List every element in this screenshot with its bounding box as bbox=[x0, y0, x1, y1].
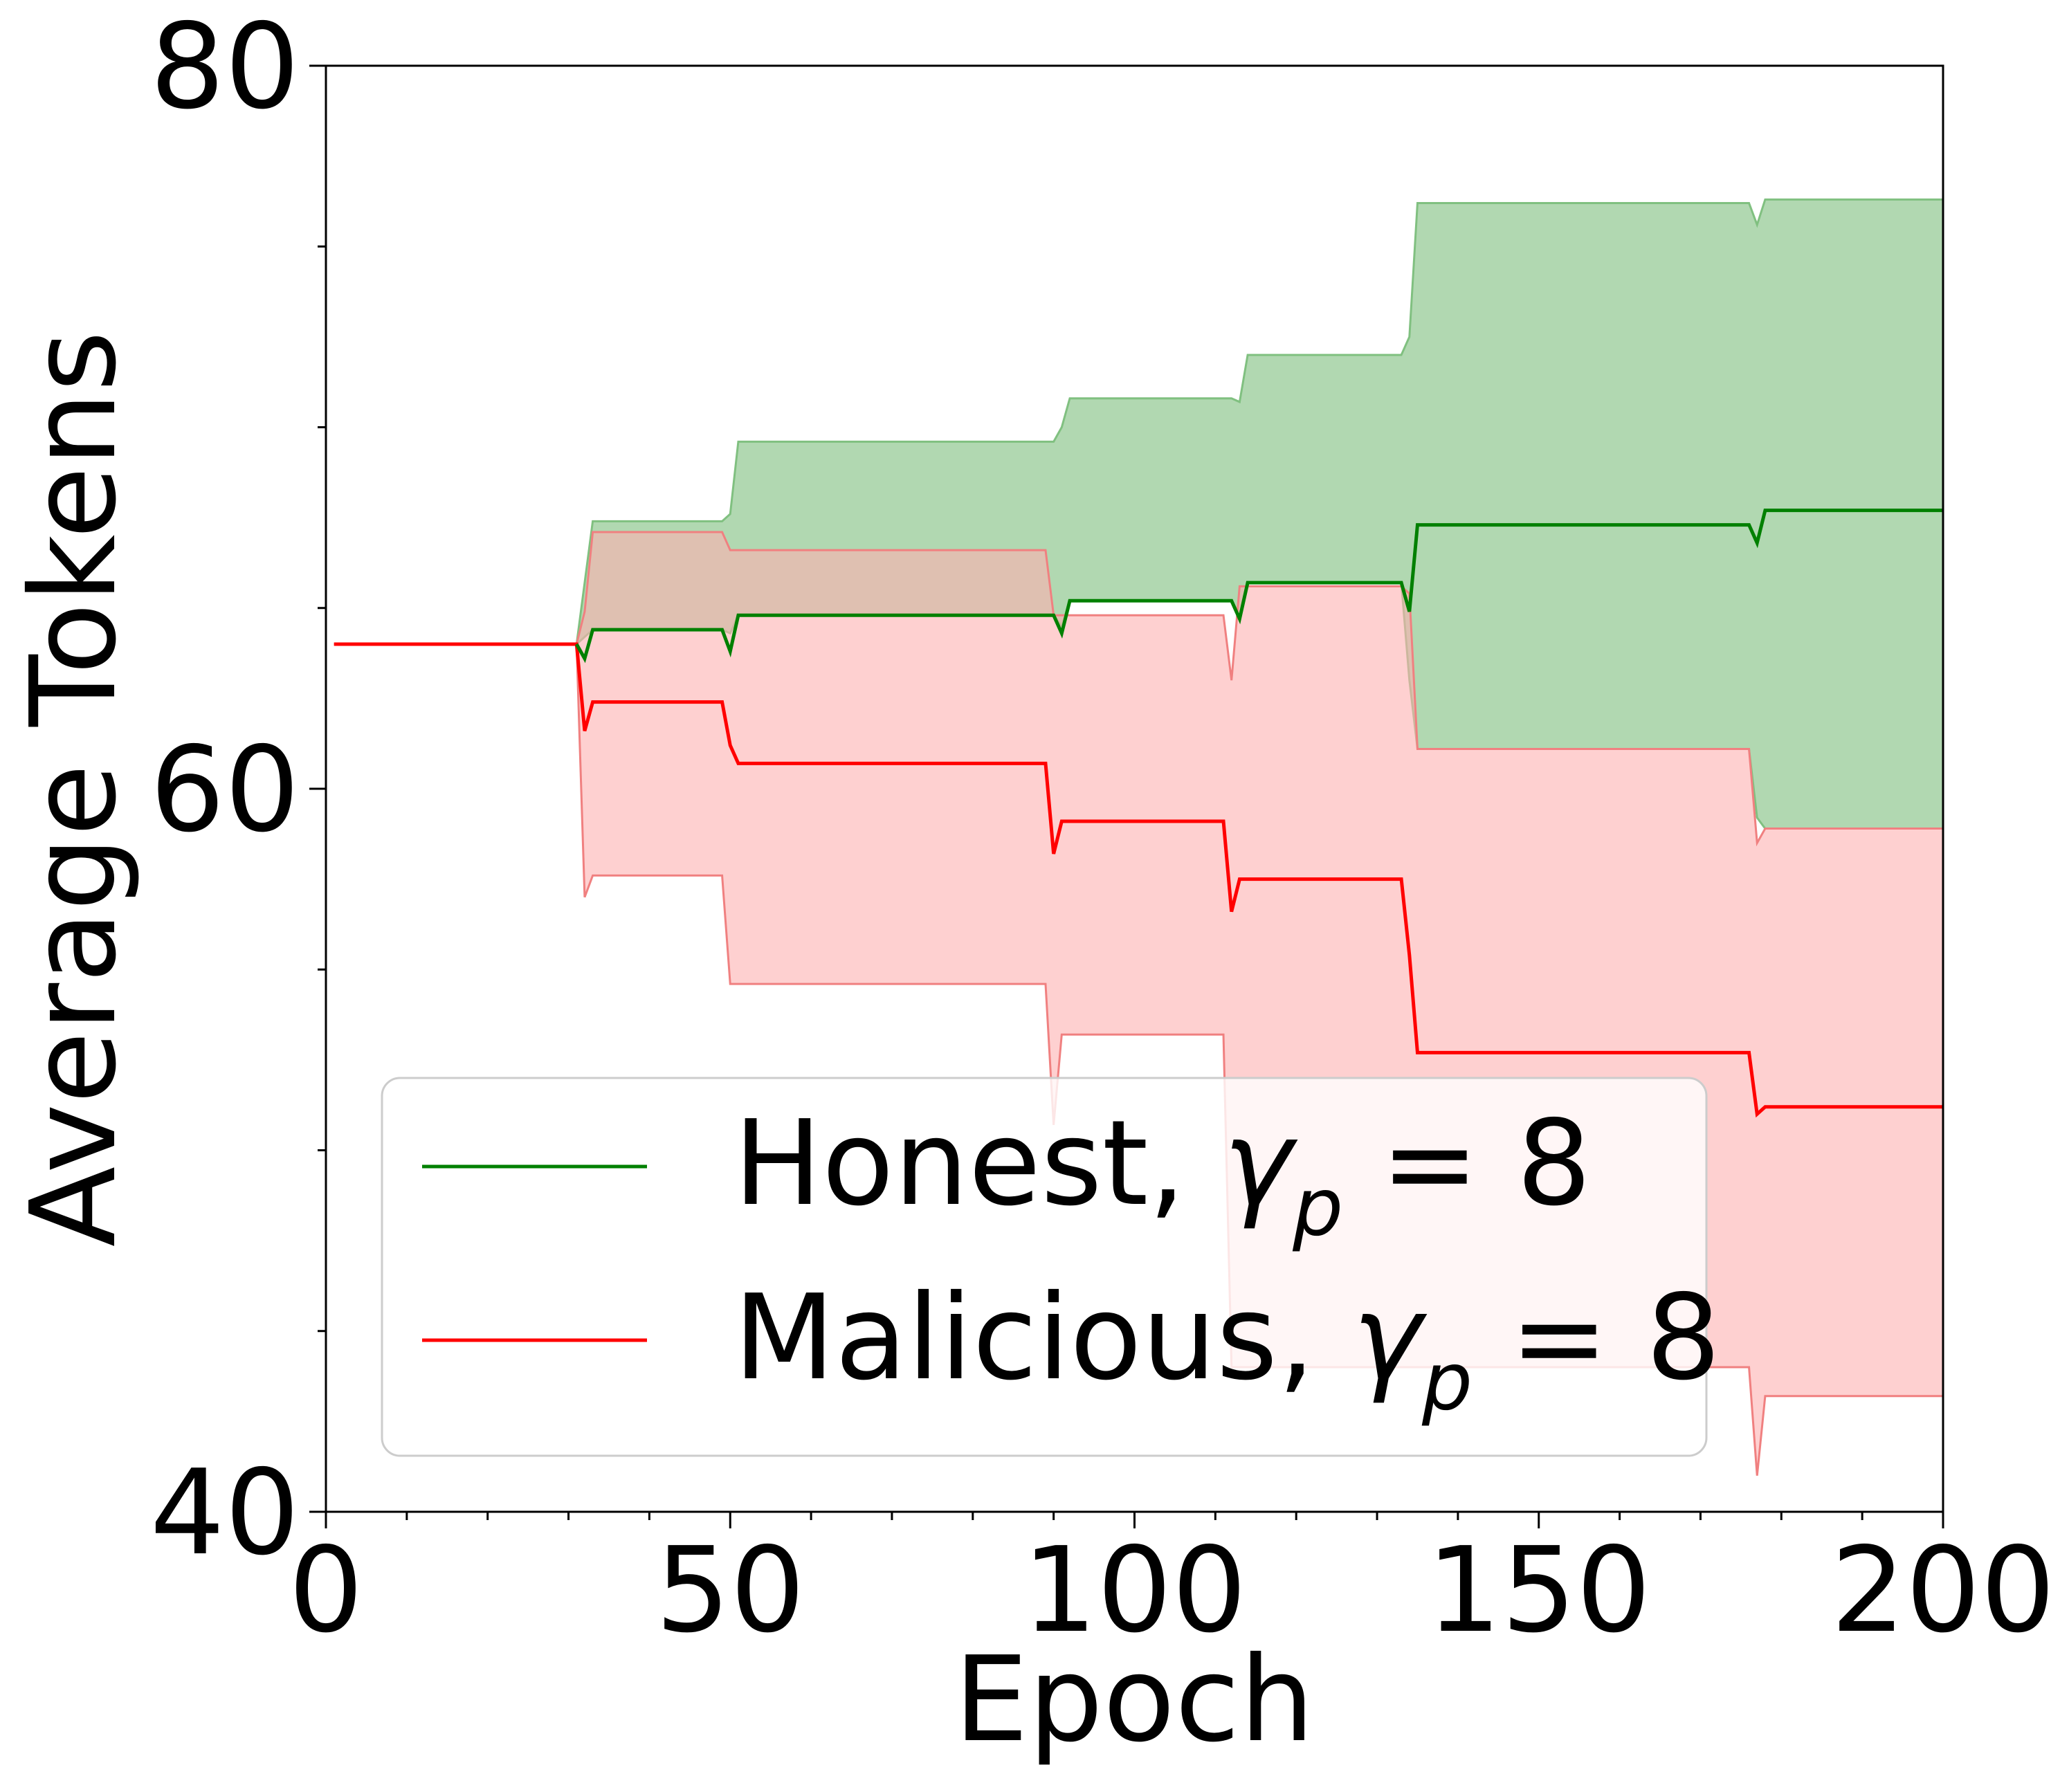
y-tick-label: 40 bbox=[150, 1445, 300, 1582]
line-malicious bbox=[334, 642, 1943, 1118]
x-tick-label: 150 bbox=[1427, 1522, 1651, 1659]
x-tick-label: 0 bbox=[289, 1522, 363, 1659]
y-tick-label: 60 bbox=[150, 722, 300, 859]
legend-label-malicious: Malicious, γp = 8 bbox=[733, 1270, 1721, 1429]
legend: Honest, γp = 8 Malicious, γp = 8 bbox=[381, 1077, 1721, 1457]
x-tick-label: 200 bbox=[1831, 1522, 2055, 1659]
legend-box bbox=[381, 1077, 1708, 1457]
series-lines bbox=[334, 509, 1943, 1118]
y-axis: 40 60 80 bbox=[150, 0, 326, 1582]
legend-label-honest: Honest, γp = 8 bbox=[733, 1095, 1592, 1254]
line-honest bbox=[575, 509, 1943, 664]
x-axis-label: Epoch bbox=[954, 1631, 1315, 1768]
y-axis-label: Average Tokens bbox=[6, 331, 143, 1247]
x-tick-label: 100 bbox=[1022, 1522, 1246, 1659]
x-tick-label: 50 bbox=[655, 1522, 805, 1659]
y-tick-label: 80 bbox=[150, 0, 300, 136]
x-axis: 0 50 100 150 200 bbox=[289, 1512, 2055, 1659]
